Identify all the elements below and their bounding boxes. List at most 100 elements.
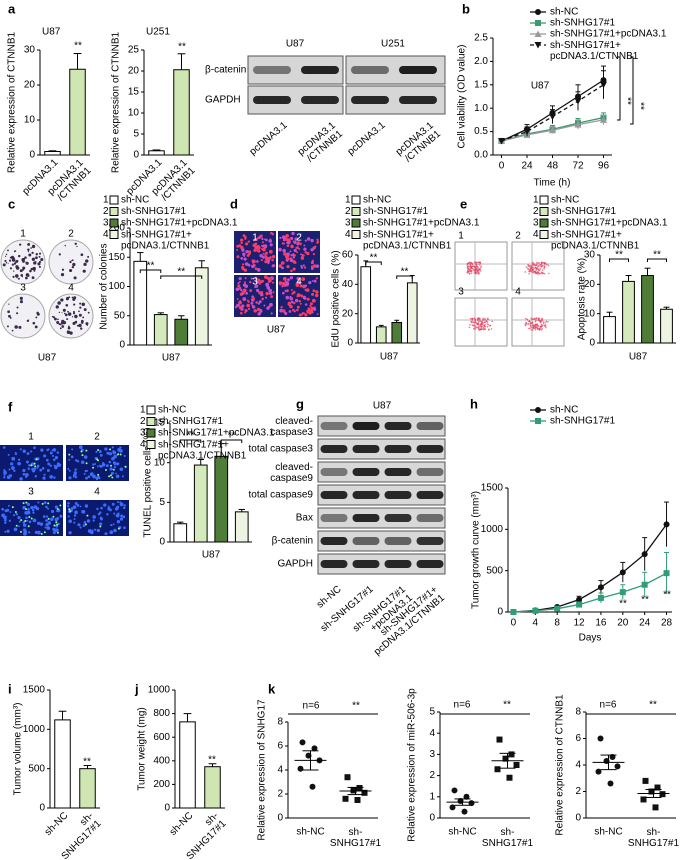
blot-band: [320, 491, 348, 499]
nucleus: [50, 517, 54, 522]
marker: [619, 589, 626, 596]
blot-panel: [317, 553, 446, 575]
event: [473, 271, 476, 273]
event: [470, 320, 472, 323]
marker: [350, 787, 357, 794]
event: [475, 264, 478, 267]
event: [534, 325, 537, 328]
cell: [261, 237, 264, 241]
colony: [13, 262, 17, 265]
cell: [281, 291, 285, 295]
cell: [285, 282, 290, 286]
event: [480, 265, 482, 267]
marker: [506, 774, 513, 781]
nucleus: [108, 452, 113, 456]
colony: [2, 263, 6, 267]
cell: [296, 251, 298, 254]
cell: [250, 277, 253, 280]
colony: [65, 297, 69, 301]
cell: [308, 281, 312, 285]
colony: [13, 270, 15, 272]
tunel-cell: [30, 464, 33, 467]
event: [535, 272, 538, 275]
colony: [6, 325, 9, 328]
blot-band: [352, 468, 380, 476]
nucleus: [75, 459, 78, 462]
nucleus: [96, 507, 99, 511]
cell: [310, 238, 314, 243]
bar: [622, 280, 635, 344]
bar: [406, 282, 418, 344]
tunel-cell: [30, 517, 33, 520]
tunel-cell: [20, 519, 23, 522]
colony: [78, 323, 82, 328]
event: [531, 321, 533, 323]
annotation: **: [621, 97, 632, 105]
image-label: 2: [515, 231, 521, 242]
x-tick-label: 16: [595, 618, 607, 629]
legend-number: 1: [140, 405, 146, 416]
nucleus: [46, 515, 49, 518]
event: [486, 325, 489, 328]
nucleus: [73, 514, 77, 517]
chart-title: U251: [146, 27, 170, 38]
cell: [269, 243, 273, 247]
event: [540, 265, 543, 268]
cell: [303, 244, 306, 247]
legend-label: sh-SNHG17#1: [158, 416, 223, 427]
nucleus: [84, 469, 87, 473]
legend-label: sh-SNHG17#1: [550, 18, 615, 29]
nucleus: [92, 463, 95, 466]
cell: [265, 291, 269, 296]
colony: [19, 296, 23, 300]
cell: [271, 254, 276, 259]
y-axis-label: EdU positive cells (%): [331, 250, 342, 347]
cell: [269, 302, 273, 307]
nucleus: [116, 462, 120, 466]
nucleus: [42, 476, 46, 480]
colony: [9, 267, 13, 270]
blot-band: [352, 560, 380, 568]
marker: [361, 789, 368, 796]
significance-bracket: [617, 56, 621, 121]
blot-row-label: total caspase9: [249, 490, 314, 501]
cell: [294, 298, 299, 303]
annotation: **: [83, 757, 91, 768]
marker: [642, 777, 649, 784]
tunel-cell: [111, 476, 114, 479]
annotation: n=6: [454, 700, 471, 711]
nucleus: [22, 449, 26, 453]
annotation: **: [177, 267, 185, 278]
image-label: 2: [296, 233, 302, 244]
marker: [508, 751, 515, 758]
cell: [299, 302, 302, 305]
colony: [72, 312, 76, 315]
event: [524, 271, 527, 273]
legend-swatch: [146, 440, 156, 449]
tunel-cell: [56, 531, 59, 534]
nucleus: [120, 514, 124, 518]
marker: [659, 791, 666, 798]
marker: [554, 605, 561, 612]
colony: [38, 260, 42, 264]
blot-panel: [317, 461, 446, 483]
cell: [290, 236, 294, 240]
tunel-cell: [43, 531, 46, 534]
y-tick-label: 0: [589, 338, 595, 349]
event: [480, 266, 482, 269]
tunel-cell: [124, 465, 127, 468]
event: [534, 323, 537, 326]
bar: [660, 308, 673, 344]
significance-bracket: [630, 56, 634, 125]
colony: [16, 312, 19, 315]
blot-panel: [317, 484, 446, 506]
event: [480, 328, 482, 330]
legend-number: 2: [533, 206, 539, 217]
nucleus: [25, 460, 29, 464]
y-tick-label: 5: [133, 129, 139, 140]
nucleus: [108, 460, 112, 464]
event: [528, 327, 530, 330]
cell: [300, 256, 305, 260]
nucleus: [115, 472, 117, 475]
cell: [241, 292, 244, 295]
